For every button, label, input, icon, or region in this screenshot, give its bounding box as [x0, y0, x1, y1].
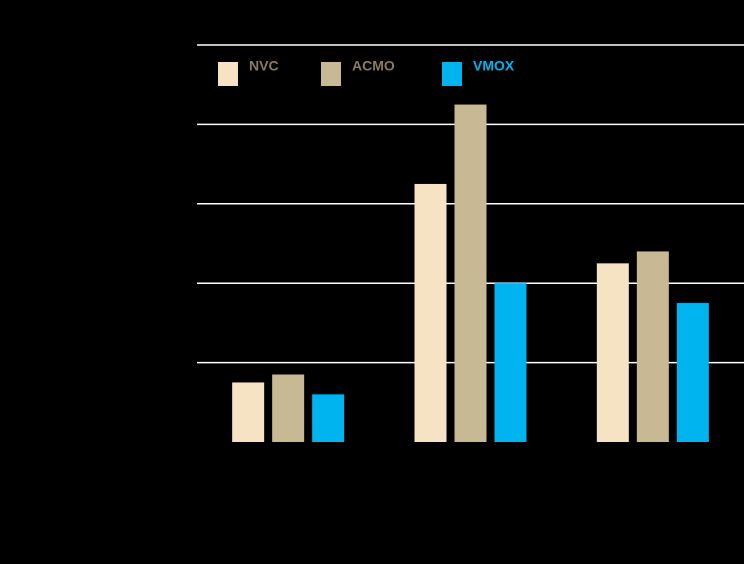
legend-swatch: [218, 62, 238, 86]
bar: [414, 183, 447, 442]
legend-label: ACMO: [352, 58, 395, 74]
legend-swatch: [321, 62, 341, 86]
legend-swatch: [442, 62, 462, 86]
y-tick-label: 100: [166, 36, 190, 52]
legend-label: NVC: [249, 58, 279, 74]
bar: [636, 251, 669, 442]
y-tick-label: 60: [173, 195, 189, 211]
legend-label: VMOX: [473, 58, 515, 74]
bar: [312, 394, 345, 442]
bar: [676, 303, 709, 442]
bar: [272, 374, 305, 442]
bar: [494, 283, 527, 442]
bar: [454, 104, 487, 443]
y-tick-label: 20: [173, 353, 189, 369]
y-tick-label: 80: [173, 115, 189, 131]
y-tick-label: 40: [173, 274, 189, 290]
bar: [232, 382, 265, 442]
bar: [596, 263, 629, 442]
